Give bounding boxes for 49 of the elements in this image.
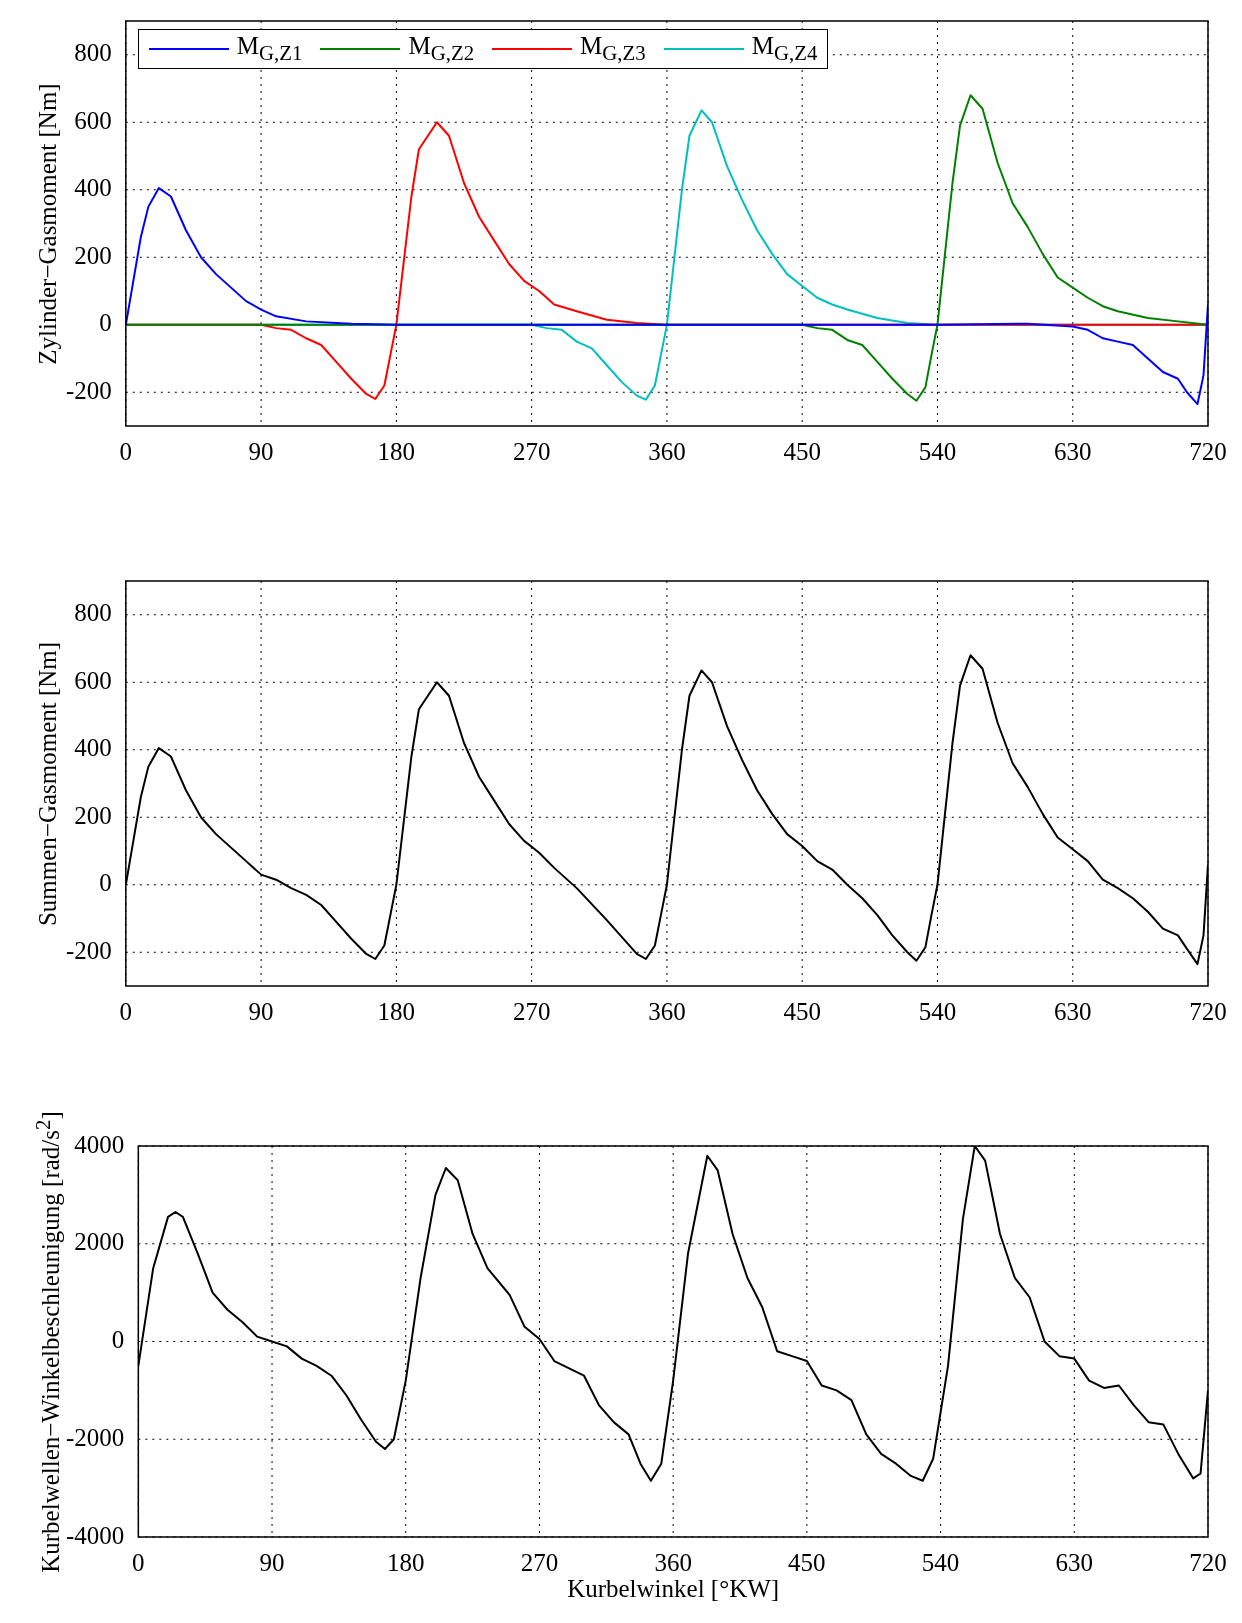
x-tick-label: 450 (783, 437, 821, 465)
legend-label: M$_{G,Z2}$ (408, 32, 475, 66)
y-tick-label: 2000 (74, 1228, 125, 1256)
legend-label: M$_{G,Z4}$ (751, 32, 818, 66)
x-tick-label: 180 (386, 1548, 425, 1576)
x-tick-label: 90 (259, 1548, 285, 1576)
y-tick-label: 600 (74, 666, 112, 694)
y-tick-label: 0 (111, 1326, 125, 1354)
x-tick-label: 630 (1055, 1548, 1094, 1576)
x-tick-label: 720 (1189, 437, 1227, 465)
y-tick-label: -200 (66, 376, 112, 404)
x-tick-label: 630 (1053, 997, 1092, 1025)
y-tick-label: 800 (74, 599, 112, 627)
y-tick-label: 0 (99, 869, 112, 897)
x-tick-label: 540 (918, 997, 957, 1025)
y-tick-label: -4000 (66, 1521, 125, 1549)
y-axis-title: Zylinder−Gasmoment [Nm] (34, 82, 62, 365)
x-tick-label: 90 (248, 437, 274, 465)
x-tick-label: 270 (520, 1548, 559, 1576)
x-axis-title: Kurbelwinkel [°KW] (567, 1575, 780, 1603)
x-tick-label: 0 (132, 1548, 145, 1576)
x-tick-label: 540 (918, 437, 957, 465)
legend-label: M$_{G,Z1}$ (236, 32, 303, 66)
legend-label: M$_{G,Z3}$ (580, 32, 646, 66)
x-tick-label: 270 (512, 997, 551, 1025)
x-tick-label: 720 (1189, 997, 1227, 1025)
y-tick-label: 200 (74, 241, 112, 269)
x-tick-label: 180 (377, 437, 416, 465)
y-tick-label: 800 (74, 39, 112, 67)
x-tick-label: 270 (512, 437, 551, 465)
y-tick-label: 400 (74, 734, 112, 762)
y-tick-label: 0 (99, 309, 112, 337)
x-tick-label: 90 (248, 997, 274, 1025)
y-tick-label: -2000 (66, 1423, 125, 1451)
x-tick-label: 720 (1189, 1548, 1227, 1576)
x-tick-label: 450 (783, 997, 821, 1025)
y-tick-label: -200 (66, 936, 112, 964)
y-tick-label: 400 (74, 174, 112, 202)
x-tick-label: 630 (1053, 437, 1092, 465)
x-tick-label: 180 (377, 997, 416, 1025)
x-tick-label: 360 (648, 437, 686, 465)
y-tick-label: 4000 (74, 1130, 125, 1158)
x-tick-label: 540 (921, 1548, 960, 1576)
x-tick-label: 450 (788, 1548, 826, 1576)
y-tick-label: 600 (74, 106, 112, 134)
y-tick-label: 200 (74, 801, 112, 829)
y-axis-title: Summen−Gasmoment [Nm] (34, 641, 62, 926)
x-tick-label: 360 (654, 1548, 692, 1576)
x-tick-label: 360 (648, 997, 686, 1025)
